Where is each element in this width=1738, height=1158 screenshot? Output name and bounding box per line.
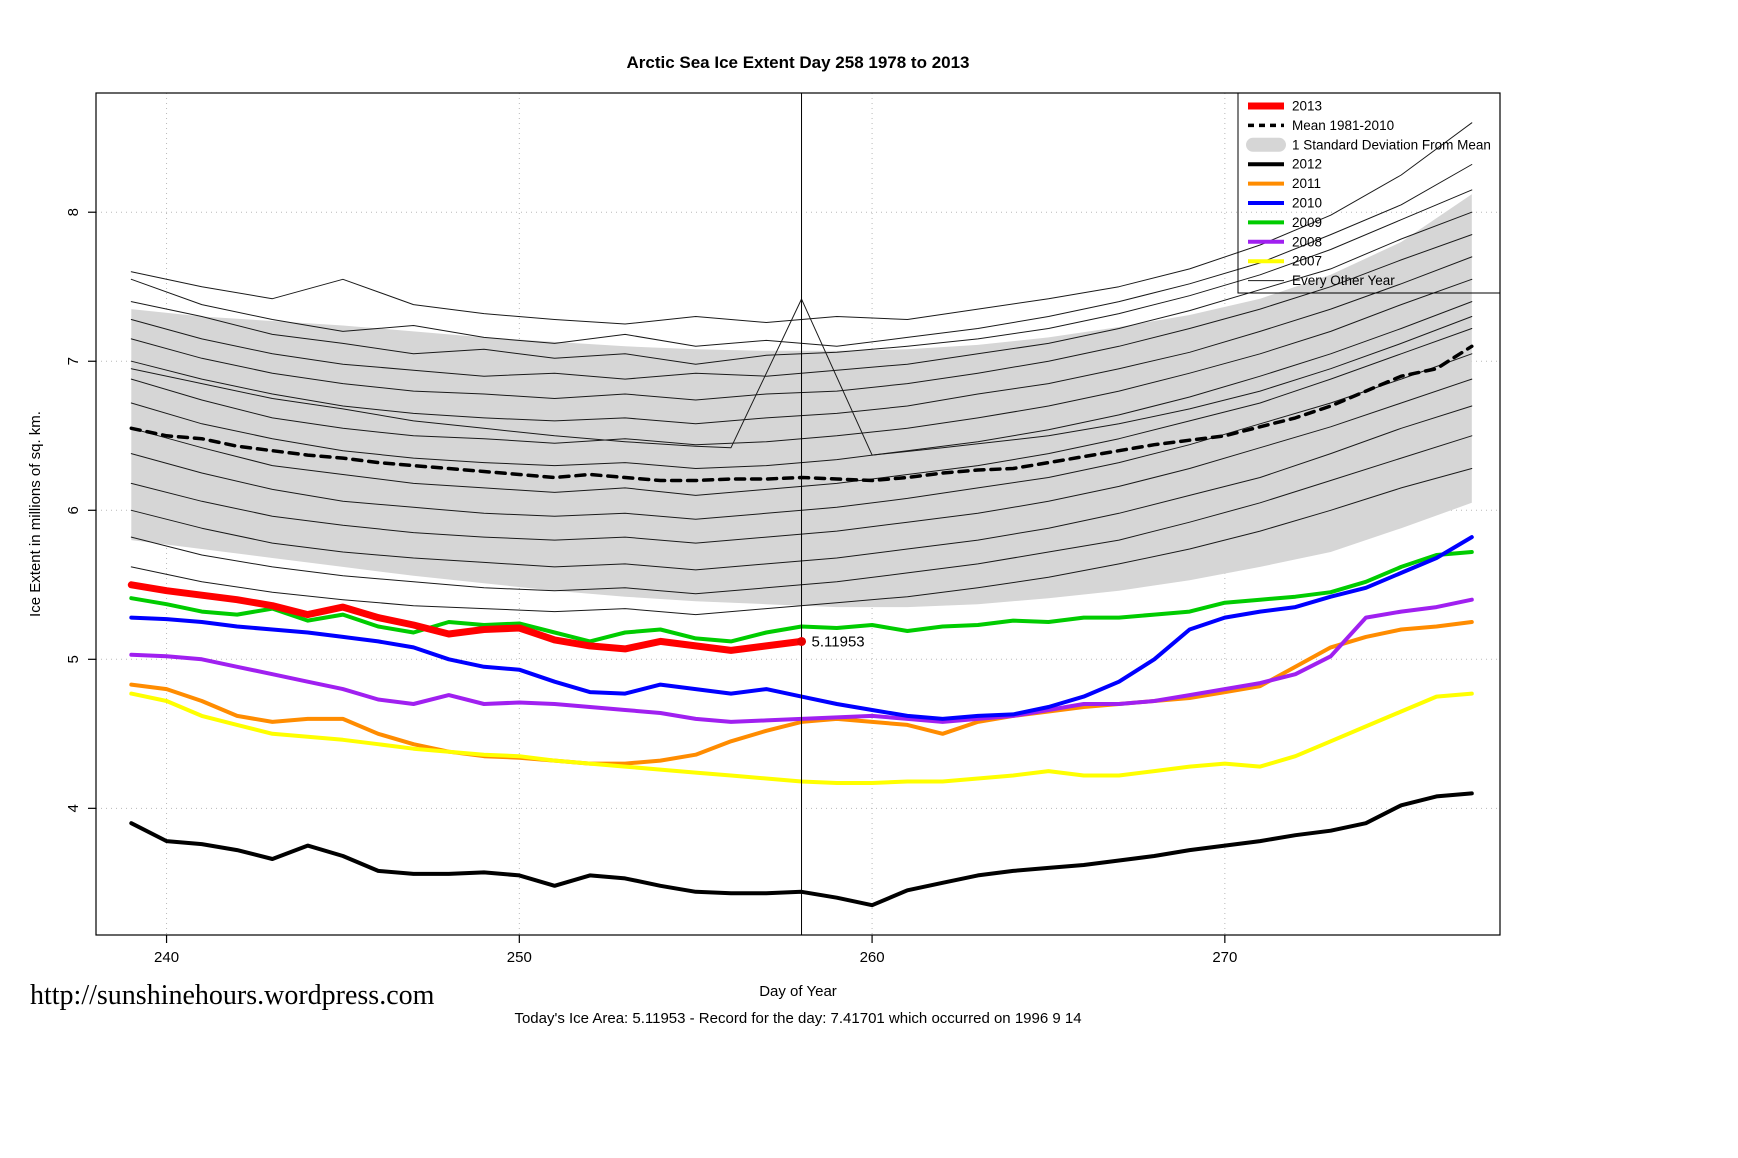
y-tick-label: 5 — [65, 655, 82, 663]
chart-series-layer: 5.11953 — [127, 93, 1474, 935]
y-tick-label: 6 — [65, 506, 82, 514]
axes: 240 250 260 270 4 5 6 7 8 — [65, 92, 1501, 966]
x-tick-label: 270 — [1212, 949, 1237, 966]
x-axis-label: Day of Year — [759, 983, 837, 1000]
y-axis-label: Ice Extent in millions of sq. km. — [27, 411, 44, 617]
footer-caption: Today's Ice Area: 5.11953 - Record for t… — [514, 1010, 1081, 1027]
legend-label: 2010 — [1292, 196, 1322, 211]
y-tick-label: 4 — [65, 804, 82, 812]
legend-label: 2008 — [1292, 234, 1322, 249]
legend-swatch-band — [1246, 137, 1286, 152]
legend-label: 2013 — [1292, 99, 1322, 114]
every-other-year-record-spike-line — [130, 298, 1473, 456]
legend-label: 2007 — [1292, 254, 1322, 269]
series-2013-line — [127, 581, 805, 654]
today-value-point — [797, 636, 807, 646]
x-tick-label: 250 — [507, 949, 532, 966]
legend-label: 2009 — [1292, 215, 1322, 230]
y-tick-label: 8 — [65, 208, 82, 216]
y-tick-label: 7 — [65, 357, 82, 365]
plot-border — [95, 92, 1501, 936]
today-value-label: 5.11953 — [812, 633, 865, 650]
x-tick-label: 240 — [154, 949, 179, 966]
legend-label: 1 Standard Deviation From Mean — [1292, 137, 1491, 152]
legend-label: Every Other Year — [1292, 273, 1395, 288]
footer-url: http://sunshinehours.wordpress.com — [30, 980, 435, 1011]
legend-box — [1237, 92, 1501, 294]
x-tick-label: 260 — [860, 949, 885, 966]
legend: 2013 Mean 1981-2010 1 Standard Deviation F… — [1237, 92, 1501, 294]
legend-label: 2011 — [1292, 176, 1321, 191]
legend-label: Mean 1981-2010 — [1292, 118, 1394, 133]
chart-title: Arctic Sea Ice Extent Day 258 1978 to 20… — [626, 53, 969, 72]
legend-label: 2012 — [1292, 157, 1322, 172]
